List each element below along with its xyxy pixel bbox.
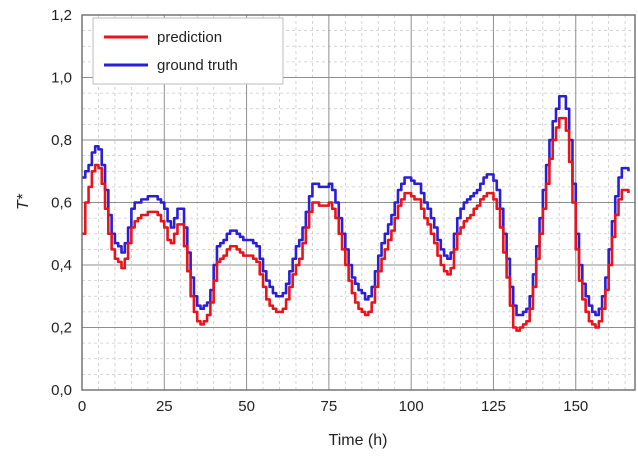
y-tick-label: 0,0 xyxy=(51,382,72,399)
y-axis-tick-labels: 0,0 0,2 0,4 0,6 0,8 1,0 1,2 xyxy=(51,7,72,399)
x-tick-label: 125 xyxy=(481,398,506,415)
y-tick-label: 1,2 xyxy=(51,7,72,24)
y-tick-label: 0,2 xyxy=(51,320,72,337)
plot-area-frame xyxy=(81,14,636,391)
legend: prediction ground truth xyxy=(92,17,284,85)
y-tick-label: 0,6 xyxy=(51,195,72,212)
x-tick-label: 100 xyxy=(399,398,424,415)
x-axis-title: Time (h) xyxy=(329,432,388,449)
x-tick-label: 0 xyxy=(78,398,86,415)
x-tick-label: 50 xyxy=(238,398,255,415)
y-tick-label: 0,4 xyxy=(51,257,72,274)
x-axis-tick-labels: 0 25 50 75 100 125 150 xyxy=(78,398,588,415)
y-tick-label: 1,0 xyxy=(51,70,72,87)
y-tick-label: 0,8 xyxy=(51,132,72,149)
legend-label-ground-truth: ground truth xyxy=(157,57,238,74)
legend-label-prediction: prediction xyxy=(157,29,222,46)
x-tick-label: 25 xyxy=(156,398,173,415)
x-tick-label: 75 xyxy=(321,398,338,415)
legend-box xyxy=(92,17,284,85)
y-axis-title: T* xyxy=(15,193,32,210)
series-line-ground-truth xyxy=(82,94,630,317)
series-lines xyxy=(82,94,630,332)
x-tick-label: 150 xyxy=(563,398,588,415)
series-line-prediction xyxy=(82,116,630,332)
